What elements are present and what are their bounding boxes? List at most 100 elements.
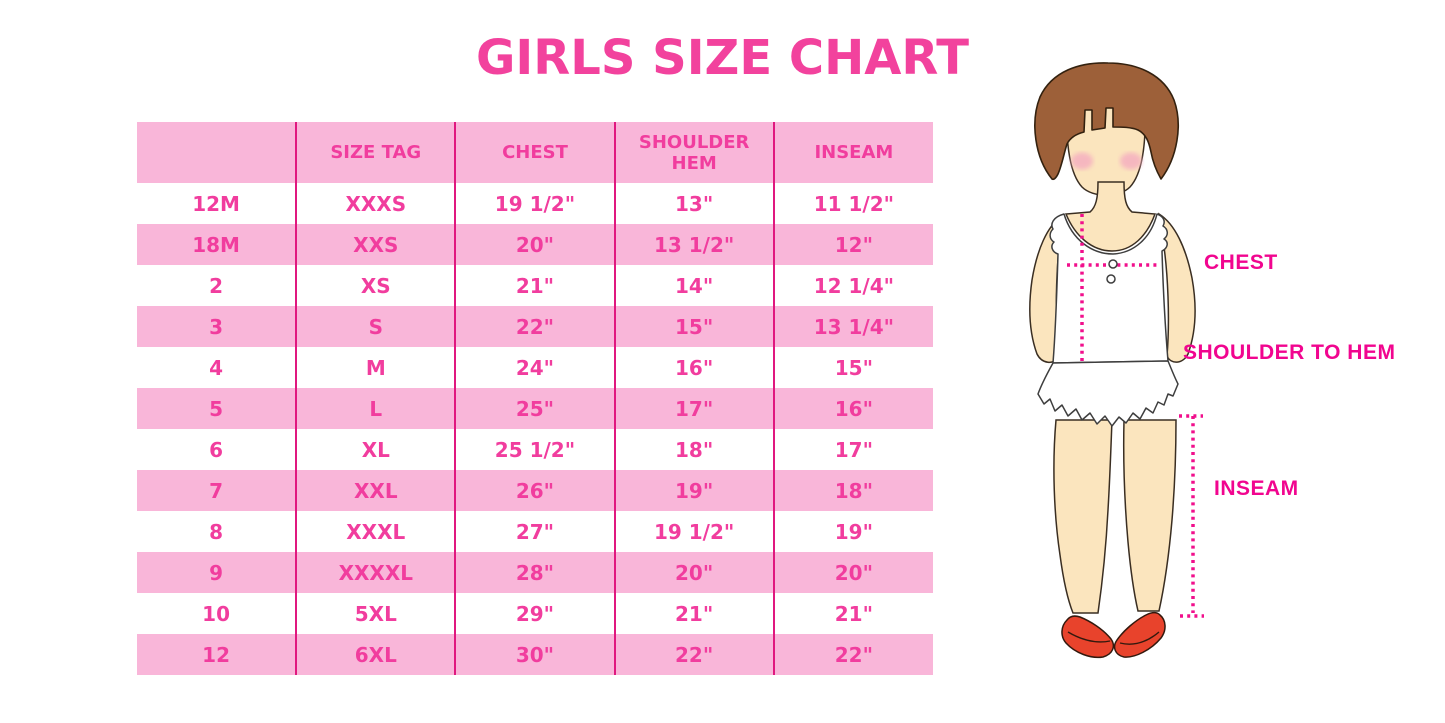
table-cell: 8 [209, 519, 224, 544]
table-cell: 11 1/2" [772, 183, 933, 224]
table-cell: 12" [772, 224, 933, 265]
girl-illustration [1028, 62, 1204, 659]
table-cell: 18M [137, 224, 297, 265]
size-table-head: SIZE TAG CHEST SHOULDER HEM INSEAM [137, 122, 933, 183]
table-cell: 22" [772, 634, 933, 675]
header-row: SIZE TAG CHEST SHOULDER HEM INSEAM [137, 122, 933, 183]
table-row: 2 XS 21" 14" 12 1/4" [137, 265, 933, 306]
dress-bodice [1049, 213, 1169, 364]
table-cell: 18" [613, 429, 774, 470]
table-cell: 22" [613, 634, 774, 675]
table-cell: 6 [209, 437, 224, 462]
table-cell: 14" [613, 265, 774, 306]
shoe-left-strap [1067, 631, 1111, 643]
table-cell: 26" [454, 470, 615, 511]
header-cell [137, 122, 297, 183]
chest-label: CHEST [1204, 251, 1278, 274]
table-cell: 20" [454, 224, 615, 265]
table-cell: 2 [209, 273, 224, 298]
table-cell: XS [295, 265, 456, 306]
table-row: 3 S 22" 15" 13 1/4" [137, 306, 933, 347]
table-row: 18M XXS 20" 13 1/2" 12" [137, 224, 933, 265]
table-cell: 13 1/2" [613, 224, 774, 265]
leg-left [1053, 419, 1113, 614]
inseam-label: INSEAM [1214, 477, 1299, 500]
table-row: 7 XXL 26" 19" 18" [137, 470, 933, 511]
table-cell: 19" [772, 511, 933, 552]
table-row: 5 L 25" 17" 16" [137, 388, 933, 429]
table-cell: 19" [613, 470, 774, 511]
table-cell: XXS [295, 224, 456, 265]
table-cell: 28" [454, 552, 615, 593]
table-row: 12 6XL 30" 22" 22" [137, 634, 933, 675]
table-cell: L [295, 388, 456, 429]
leg-right [1122, 419, 1177, 612]
table-cell: 22" [454, 306, 615, 347]
table-cell: 16" [772, 388, 933, 429]
dress-skirt [1037, 360, 1179, 427]
table-cell: 12 [137, 634, 297, 675]
shoe-right-strap [1119, 631, 1160, 645]
table-cell: 12M [192, 191, 240, 216]
table-cell: 16" [613, 347, 774, 388]
neck [1064, 181, 1157, 252]
table-cell: XL [295, 429, 456, 470]
table-cell: 21" [772, 593, 933, 634]
table-cell: 13" [613, 183, 774, 224]
table-row: 10 5XL 29" 21" 21" [137, 593, 933, 634]
shoe-right [1113, 612, 1166, 658]
table-cell: 4 [209, 355, 224, 380]
table-cell: XXXXL [295, 552, 456, 593]
table-row: 9 XXXXL 28" 20" 20" [137, 552, 933, 593]
size-table-body: 12M XXXS 19 1/2" 13" 11 1/2" 18M XXS 20" 13 1/2"… [137, 183, 933, 675]
table-cell: 27" [454, 511, 615, 552]
header-cell: CHEST [454, 122, 615, 183]
table-cell: 17" [772, 429, 933, 470]
header-cell: INSEAM [772, 122, 933, 183]
blush-right [1120, 152, 1142, 170]
arm-right [1158, 212, 1196, 363]
table-cell: 5 [137, 388, 297, 429]
header-cell: SHOULDER HEM [613, 122, 774, 183]
table-cell: XXXL [295, 511, 456, 552]
table-cell: 20" [613, 552, 774, 593]
table-cell: S [295, 306, 456, 347]
table-cell: 7 [137, 470, 297, 511]
table-cell: 21" [454, 265, 615, 306]
table-cell: 29" [454, 593, 615, 634]
shoulder-to-hem-label: SHOULDER TO HEM [1183, 341, 1396, 364]
shoe-left [1061, 615, 1115, 659]
table-row: 4 M 24" 16" 15" [137, 347, 933, 388]
table-cell: 19 1/2" [454, 183, 615, 224]
table-cell: 9 [137, 552, 297, 593]
table-cell: 13 1/4" [772, 306, 933, 347]
table-cell: 25 1/2" [454, 429, 615, 470]
table-cell: XXL [295, 470, 456, 511]
table-cell: 15" [613, 306, 774, 347]
table-cell: 20" [772, 552, 933, 593]
table-cell: 5XL [295, 593, 456, 634]
table-cell: 24" [454, 347, 615, 388]
table-cell: XXXS [295, 183, 456, 224]
size-table: SIZE TAG CHEST SHOULDER HEM INSEAM 12M XXXS 1… [137, 122, 933, 675]
page-title: GIRLS SIZE CHART [476, 30, 969, 86]
table-cell: 21" [613, 593, 774, 634]
dress-button-bottom [1106, 274, 1116, 284]
table-cell: 10 [202, 601, 231, 626]
table-row: 12M XXXS 19 1/2" 13" 11 1/2" [137, 183, 933, 224]
table-cell: 15" [772, 347, 933, 388]
table-cell: 12 1/4" [772, 265, 933, 306]
table-cell: 25" [454, 388, 615, 429]
table-cell: M [295, 347, 456, 388]
table-cell: 3 [137, 306, 297, 347]
table-cell: 19 1/2" [613, 511, 774, 552]
table-cell: 17" [613, 388, 774, 429]
table-cell: 18" [772, 470, 933, 511]
table-cell: 30" [454, 634, 615, 675]
blush-left [1071, 152, 1093, 170]
dress-button-top [1108, 259, 1118, 269]
header-cell: SIZE TAG [295, 122, 456, 183]
table-cell: 6XL [295, 634, 456, 675]
table-row: 8 XXXL 27" 19 1/2" 19" [137, 511, 933, 552]
